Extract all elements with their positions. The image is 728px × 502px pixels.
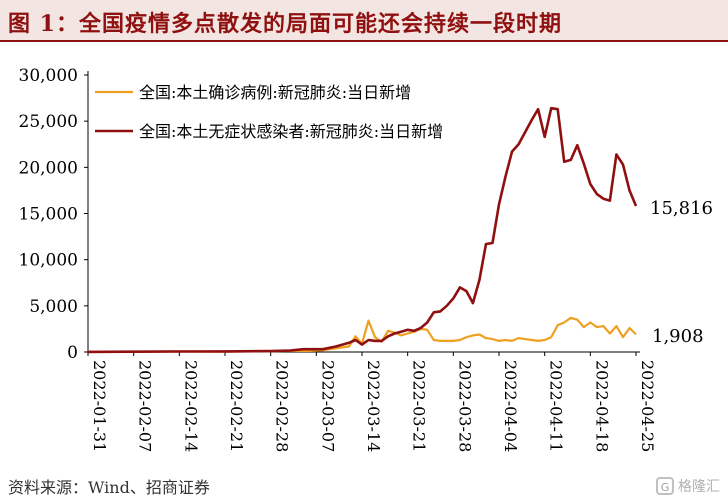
x-tick-label: 2022-01-31 bbox=[90, 360, 109, 452]
x-tick-label: 2022-03-07 bbox=[318, 360, 337, 452]
x-tick-label: 2022-04-04 bbox=[501, 360, 520, 452]
x-tick-label: 2022-04-11 bbox=[547, 360, 566, 452]
x-tick-label: 2022-03-21 bbox=[410, 360, 429, 452]
x-tick-label: 2022-02-14 bbox=[181, 360, 200, 452]
y-tick-label: 5,000 bbox=[29, 297, 78, 317]
end-labels: 1,908 15,816 bbox=[650, 198, 713, 347]
end-value-label: 15,816 bbox=[650, 198, 713, 219]
series-layer bbox=[87, 106, 638, 354]
y-tick-label: 30,000 bbox=[19, 66, 78, 86]
x-tick-label: 2022-02-07 bbox=[136, 360, 155, 452]
chart-axes: 0 5,000 10,000 15,000 20,000 25,000 30,000 2022… bbox=[19, 66, 657, 452]
y-tick-label: 25,000 bbox=[19, 112, 78, 132]
y-tick-label: 0 bbox=[67, 343, 78, 363]
x-tick-label: 2022-02-21 bbox=[227, 360, 246, 452]
watermark-text: 格隆汇 bbox=[678, 479, 720, 495]
y-tick-label: 20,000 bbox=[19, 158, 78, 178]
x-tick-label: 2022-02-28 bbox=[273, 360, 292, 452]
y-tick-label: 15,000 bbox=[19, 205, 78, 225]
source-note: 资料来源：Wind、招商证券 bbox=[8, 478, 210, 497]
x-tick-label: 2022-04-25 bbox=[638, 360, 657, 452]
end-value-label: 1,908 bbox=[652, 326, 704, 347]
watermark: G 格隆汇 bbox=[656, 476, 720, 496]
x-tick-label: 2022-03-14 bbox=[364, 360, 383, 452]
legend-label: 全国:本土确诊病例:新冠肺炎:当日新增 bbox=[139, 83, 411, 102]
x-tick-label: 2022-03-28 bbox=[455, 360, 474, 452]
confirmed-series-line bbox=[87, 316, 637, 353]
line-chart: 0 5,000 10,000 15,000 20,000 25,000 30,000 2022… bbox=[19, 66, 713, 452]
gelonghui-logo-icon: G bbox=[656, 477, 674, 495]
legend-label: 全国:本土无症状感染者:新冠肺炎:当日新增 bbox=[139, 122, 443, 141]
x-tick-label: 2022-04-18 bbox=[592, 360, 611, 452]
y-tick-label: 10,000 bbox=[19, 251, 78, 271]
figure-title: 图 1：全国疫情多点散发的局面可能还会持续一段时期 bbox=[8, 11, 562, 37]
title-bar: 图 1：全国疫情多点散发的局面可能还会持续一段时期 bbox=[0, 0, 728, 42]
asymptomatic-series-line bbox=[87, 106, 638, 354]
